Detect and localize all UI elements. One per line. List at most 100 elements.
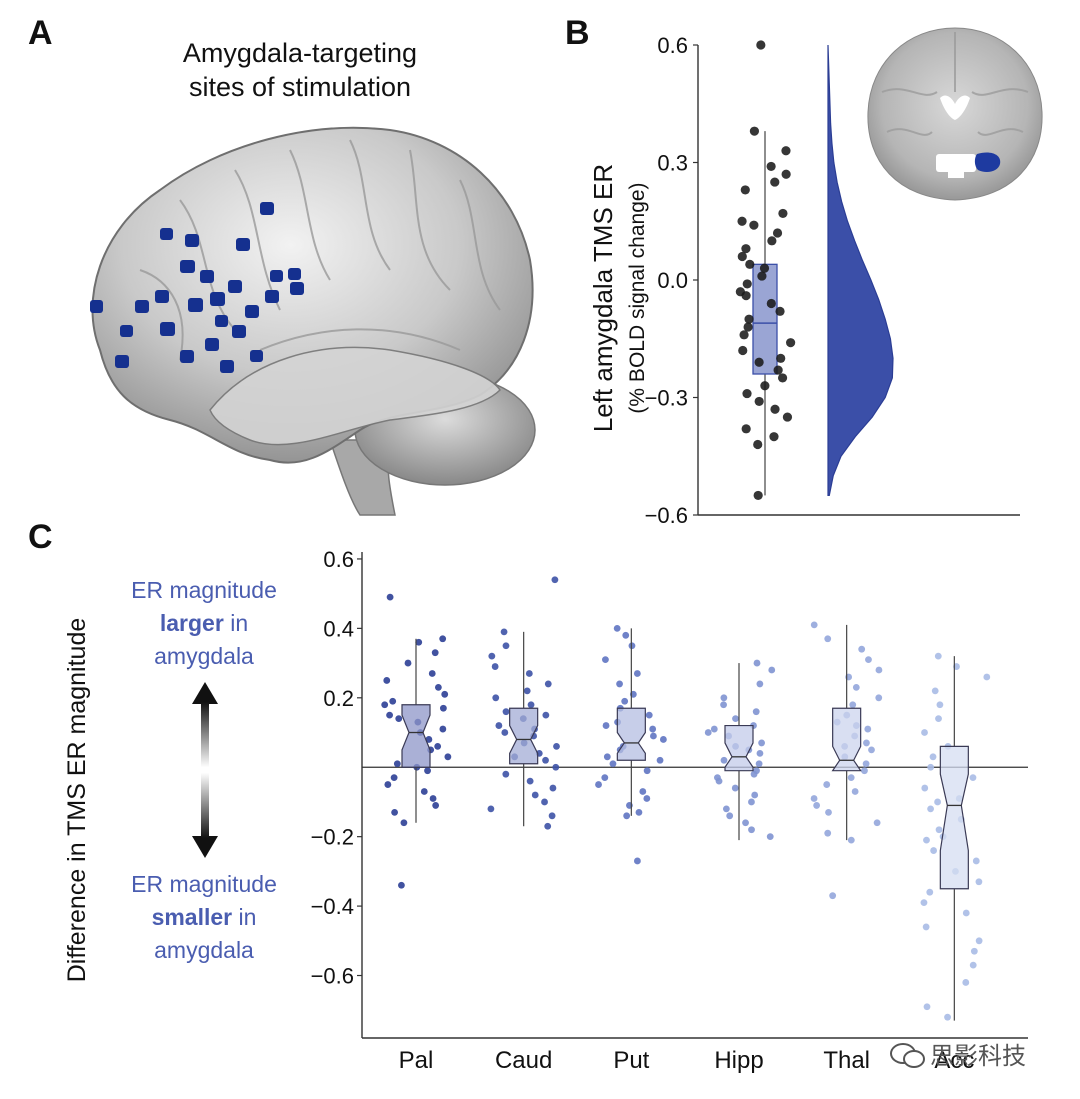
panel-b-point [759,263,770,273]
panel-c-xtick-label: Acc [934,1047,974,1074]
panel-c-point [602,722,610,729]
panel-c-point [643,795,651,802]
panel-c-point [390,774,398,782]
panel-c-point [731,784,739,792]
panel-b-point [742,279,752,289]
panel-c-point [384,781,392,788]
panel-c-point [753,659,761,667]
panel-b-chart: −0.6 −0.3 0.0 0.3 0.6 Left amygdala TMS ER (… [588,33,1020,528]
panel-c-point [936,701,944,709]
panel-c-point [386,593,394,601]
panel-c-point [824,829,832,837]
legend-smaller-line3: amygdala [154,937,254,963]
panel-c-xtick-label: Put [613,1047,649,1074]
panel-c-point [926,888,934,896]
panel-c-point [393,760,401,768]
panel-c-point [920,899,928,907]
panel-c-point [395,715,403,723]
panel-b-point [770,177,780,187]
panel-c-point [930,847,938,854]
panel-c-point [927,763,935,771]
panel-c-box [616,707,646,761]
panel-c-point [391,808,399,816]
panel-b-ytick-label: 0.3 [657,151,688,176]
panel-c-ytick-label: 0.4 [323,616,354,641]
panel-c-point [549,784,557,792]
panel-c-point [873,819,881,827]
panel-c-point [922,923,930,931]
panel-b-point [776,353,786,363]
panel-c-group-caud: Caud [487,576,560,1074]
panel-c-point [541,798,548,806]
panel-c-point [656,756,664,764]
panel-c-point [810,795,818,802]
legend-larger-bold: larger [159,610,224,636]
panel-c-point [552,763,560,771]
panel-c-point [852,683,860,691]
panel-c-point [861,767,868,775]
panel-b-point [739,330,749,340]
panel-c-point [864,725,872,733]
panel-c-point [756,680,764,688]
amygdala-roi [974,152,1001,172]
panel-c-point [420,788,428,795]
panel-c-point [921,729,928,736]
panel-c-point [868,746,875,754]
panel-c-point [929,753,937,761]
panel-c-point [404,659,412,667]
panel-c-point [415,638,423,646]
panel-c-point [523,687,531,695]
panel-b-point [741,244,751,254]
panel-c-point [823,781,831,788]
panel-c-point [495,722,503,729]
panel-c-point [542,711,550,719]
panel-c-point [714,774,721,782]
panel-c-point [439,635,447,643]
panel-c-point [847,774,855,782]
panel-c-point [927,805,934,813]
panel-c-point [643,767,651,775]
panel-c-point [969,961,977,969]
panel-c-point [824,635,832,643]
panel-c-point [962,909,970,917]
panel-b-ytick-label: 0.6 [657,33,688,58]
panel-c-point [635,808,643,816]
brain-illustration [90,126,536,516]
panel-c-point [502,770,510,778]
panel-b-point [778,208,788,219]
panel-c-point [975,878,983,886]
panel-c-point [502,708,510,716]
panel-b-point [770,404,780,414]
legend-larger-line1: ER magnitude [131,577,277,603]
panel-c-point [766,833,774,841]
panel-c-point [756,749,764,757]
panel-c-box [724,724,754,772]
panel-c-ytick-label: −0.6 [311,964,354,989]
panel-c-point [488,652,496,660]
legend-smaller: ER magnitude smaller in amygdala [96,868,312,967]
panel-c-point [649,725,657,733]
panel-c-point [748,826,755,834]
panel-c-point [862,760,870,768]
panel-b-point [754,357,764,367]
panel-c-point [623,812,631,820]
panel-b-point [773,365,783,375]
panel-c-point [616,680,623,688]
panel-c-point [810,621,818,629]
panel-c-point [525,670,533,677]
panel-b-point [741,291,751,301]
panel-c-point [923,1003,931,1011]
panel-c-point [502,642,510,650]
legend-larger-rest: in [223,610,249,636]
panel-c-point [732,715,739,723]
panel-c-point [847,836,855,844]
panel-c-point [398,881,405,889]
panel-c-point [863,739,870,747]
panel-c-point [813,802,821,809]
panel-c-point [544,822,552,830]
panel-b-ylabel-line1: Left amygdala TMS ER [588,164,618,432]
panel-b-point [742,388,752,399]
panel-c-point [758,739,766,747]
panel-c-point [720,694,728,702]
